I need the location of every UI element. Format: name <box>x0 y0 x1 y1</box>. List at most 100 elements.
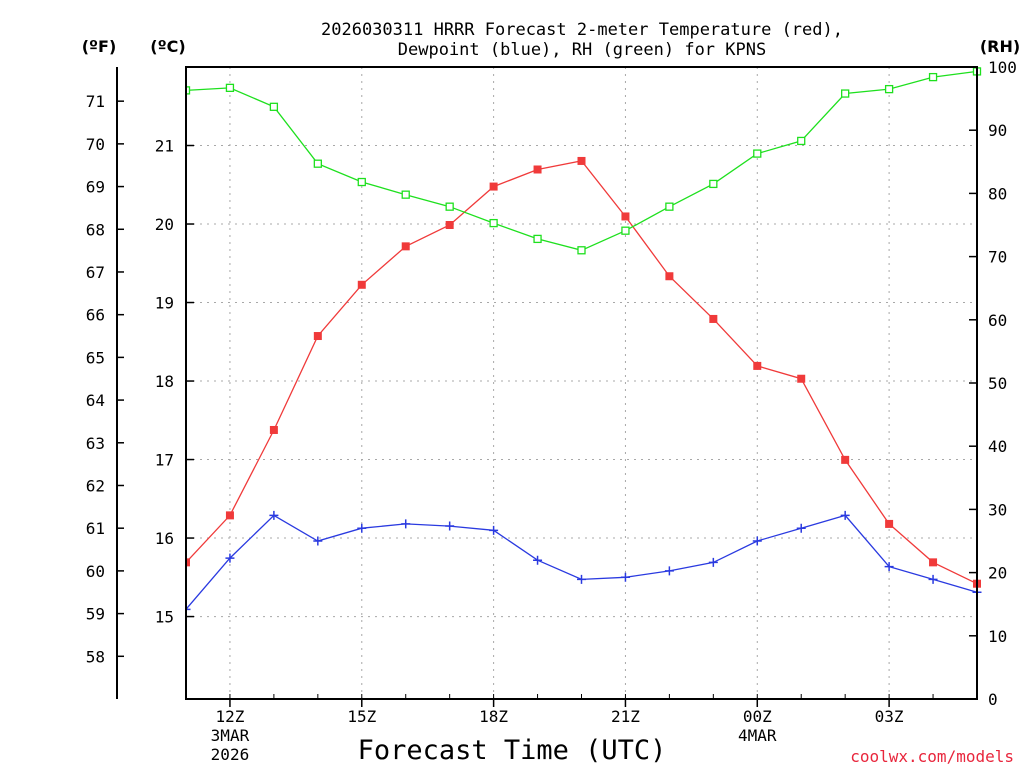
temperature-point <box>313 332 322 341</box>
rh-point <box>797 136 806 146</box>
temperature-point <box>797 374 806 383</box>
rh-axis: 0 10 20 30 40 50 60 70 80 90 100 <box>969 58 1017 709</box>
fahrenheit-tick-label: 68 <box>86 220 105 239</box>
temperature-point <box>665 272 674 281</box>
time-tick-label: 00Z <box>743 707 772 726</box>
time-tick-label: 21Z <box>611 707 640 726</box>
fahrenheit-tick-label: 64 <box>86 391 105 410</box>
rh-point <box>577 246 586 255</box>
celsius-tick-label: 17 <box>155 451 174 470</box>
temperature-point <box>709 314 718 323</box>
rh-point <box>753 149 762 158</box>
rh-tick-label: 10 <box>988 627 1007 646</box>
dewpoint-point <box>357 523 367 533</box>
rh-tick-label: 50 <box>988 374 1007 393</box>
fahrenheit-tick-label: 66 <box>86 306 105 325</box>
fahrenheit-tick-label: 62 <box>86 476 105 495</box>
rh-tick-label: 20 <box>988 564 1007 583</box>
fahrenheit-tick-label: 60 <box>86 562 105 581</box>
dewpoint-point <box>401 519 411 529</box>
dewpoint-point <box>796 523 806 533</box>
celsius-tick-label: 18 <box>155 372 174 391</box>
time-tick-label: 12Z <box>215 707 244 726</box>
series-rh <box>186 67 982 255</box>
time-date-label: 4MAR <box>738 726 777 745</box>
celsius-unit-label: (ºC) <box>150 37 185 56</box>
celsius-tick-label: 16 <box>155 529 174 548</box>
fahrenheit-tick-label: 59 <box>86 605 105 624</box>
fahrenheit-unit-label: (ºF) <box>82 37 117 56</box>
rh-point <box>665 202 674 211</box>
rh-point <box>533 234 542 244</box>
x-axis-label: Forecast Time (UTC) <box>358 735 667 766</box>
dewpoint-point <box>225 553 235 563</box>
rh-tick-label: 40 <box>988 437 1007 456</box>
celsius-axis: 15 16 17 18 19 20 21 <box>155 137 194 627</box>
rh-tick-label: 60 <box>988 311 1007 330</box>
fahrenheit-tick-label: 71 <box>86 92 105 111</box>
series-layer <box>186 67 982 614</box>
temperature-point <box>269 425 278 434</box>
dewpoint-point <box>620 572 630 582</box>
rh-point <box>884 84 894 94</box>
temperature-point <box>357 280 366 289</box>
rh-tick-label: 30 <box>988 500 1007 519</box>
rh-point <box>445 202 454 211</box>
fahrenheit-tick-label: 58 <box>86 647 105 666</box>
rh-point <box>928 72 938 82</box>
temperature-point <box>533 165 542 174</box>
credit-text: coolwx.com/models <box>850 747 1014 766</box>
fahrenheit-tick-label: 65 <box>86 348 105 367</box>
chart-title-line1: 2026030311 HRRR Forecast 2-meter Tempera… <box>321 20 843 40</box>
temperature-point <box>885 519 894 528</box>
rh-tick-label: 0 <box>988 690 998 709</box>
temperature-point <box>445 221 454 229</box>
dewpoint-point <box>445 521 455 531</box>
time-year-label: 2026 <box>211 745 250 764</box>
temperature-point <box>841 455 850 464</box>
rh-point <box>269 102 279 111</box>
dewpoint-point <box>664 566 674 576</box>
rh-point <box>225 83 235 93</box>
fahrenheit-tick-label: 69 <box>86 178 105 197</box>
rh-point <box>841 89 850 98</box>
temperature-point <box>929 558 938 567</box>
celsius-tick-label: 20 <box>155 215 174 234</box>
dewpoint-point <box>313 536 323 546</box>
dewpoint-point <box>708 557 718 567</box>
rh-point <box>489 218 498 228</box>
dewpoint-point <box>533 555 543 565</box>
series-dewpoint <box>186 510 982 614</box>
time-date-label: 3MAR <box>211 726 250 745</box>
chart-title-line2: Dewpoint (blue), RH (green) for KPNS <box>398 40 766 60</box>
dewpoint-point <box>577 574 586 584</box>
rh-point <box>357 177 366 187</box>
temperature-point <box>186 558 190 567</box>
dewpoint-point <box>928 574 938 584</box>
rh-tick-label: 80 <box>988 184 1007 203</box>
dewpoint-point <box>489 525 499 535</box>
dewpoint-point <box>884 562 894 572</box>
temperature-point <box>577 156 586 165</box>
fahrenheit-tick-label: 63 <box>86 434 105 453</box>
plot-frame <box>185 66 978 700</box>
celsius-tick-label: 19 <box>155 294 174 313</box>
fahrenheit-tick-label: 70 <box>86 135 105 154</box>
fahrenheit-tick-label: 67 <box>86 263 105 282</box>
celsius-tick-label: 15 <box>155 608 174 627</box>
dewpoint-point <box>752 536 762 546</box>
series-temperature <box>186 156 981 588</box>
dewpoint-point <box>269 510 279 520</box>
temperature-point <box>753 361 762 370</box>
time-tick-label: 18Z <box>479 707 508 726</box>
dewpoint-line <box>186 514 978 610</box>
fahrenheit-axis: 58 59 60 61 62 63 64 65 66 67 68 69 70 71 <box>86 67 124 699</box>
temperature-point <box>401 242 410 251</box>
rh-unit-label: (RH) <box>980 37 1020 56</box>
time-tick-label: 15Z <box>347 707 376 726</box>
temperature-point <box>621 212 630 221</box>
fahrenheit-tick-label: 61 <box>86 519 105 538</box>
celsius-tick-label: 21 <box>155 137 174 156</box>
